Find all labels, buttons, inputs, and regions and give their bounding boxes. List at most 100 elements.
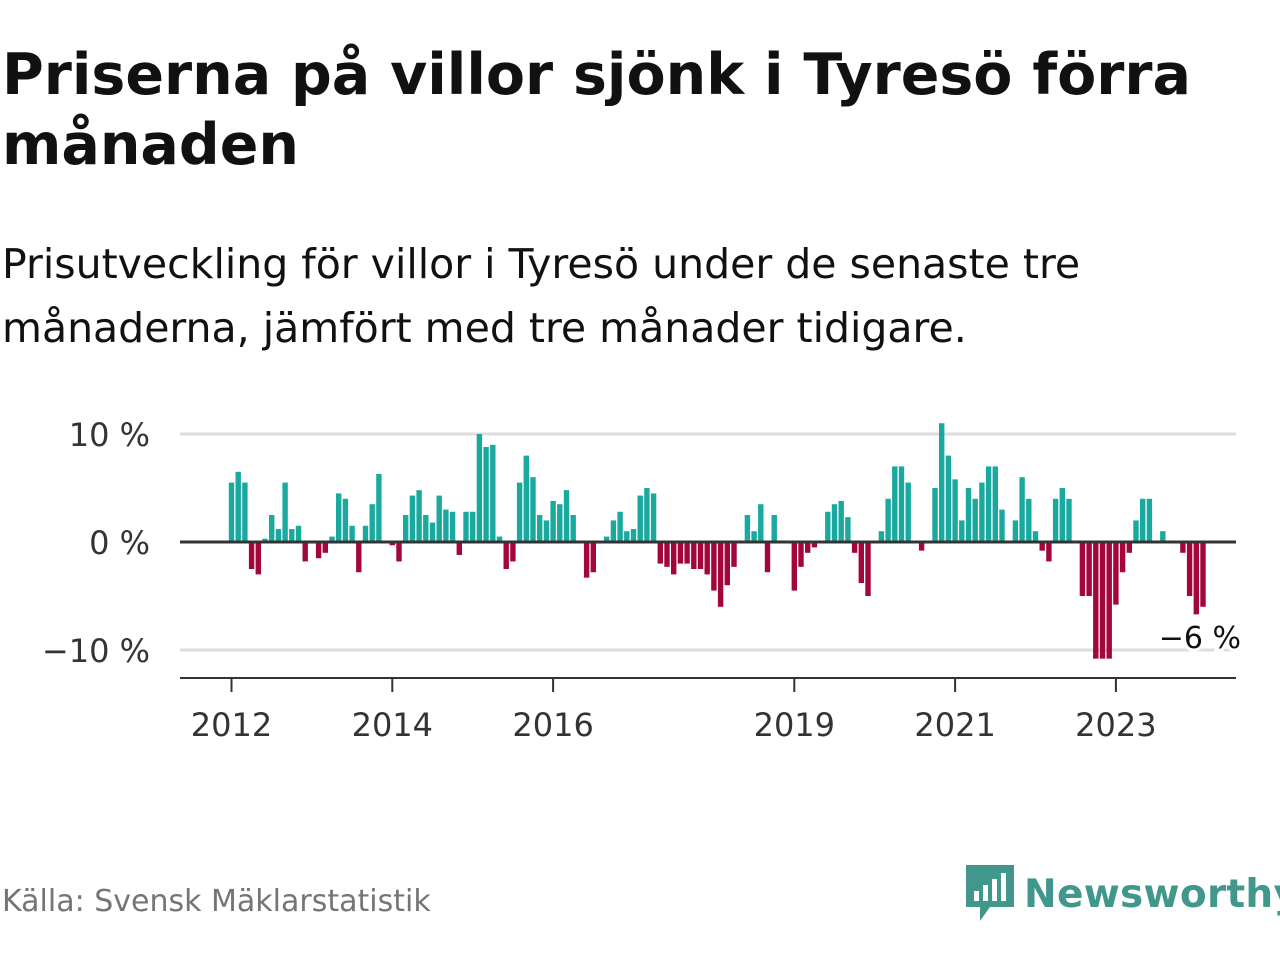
x-tick-label: 2012 [191, 706, 272, 744]
y-tick-label: 10 % [69, 416, 150, 454]
bar [945, 455, 952, 542]
bar [403, 515, 409, 542]
bar [396, 542, 402, 562]
bar [282, 482, 288, 542]
bar [892, 466, 898, 542]
bar [1186, 542, 1193, 596]
bar [1133, 520, 1139, 542]
bar [711, 542, 717, 591]
bar [1066, 498, 1072, 542]
bar [865, 542, 871, 596]
bar [557, 504, 563, 542]
brand-logo[interactable]: Newsworthy [964, 862, 1280, 926]
bar [1106, 542, 1112, 659]
bar [918, 542, 925, 551]
bar [516, 482, 523, 542]
bar [242, 482, 248, 542]
bar [537, 515, 543, 542]
bar [724, 542, 730, 586]
bar [302, 542, 308, 562]
x-tick-label: 2021 [914, 706, 995, 744]
y-tick-label: −10 % [42, 632, 150, 670]
bar [490, 444, 496, 542]
bar [704, 542, 710, 575]
bar [550, 500, 556, 542]
bar [1113, 542, 1119, 605]
x-tick-label: 2023 [1075, 706, 1156, 744]
bar [269, 515, 275, 542]
bar [1119, 542, 1126, 573]
bar [295, 525, 302, 542]
bar [825, 511, 831, 542]
chart-title: Priserna på villor sjönk i Tyresö förra … [2, 42, 1191, 178]
axes: 10 % 0 % −10 % 2012 2014 2016 2019 2021 2023 [42, 416, 1236, 744]
bar [476, 434, 483, 542]
bar [758, 504, 764, 542]
bar [851, 542, 858, 553]
bar [1146, 498, 1153, 542]
bar [878, 531, 885, 542]
newsworthy-logo-icon [966, 865, 1014, 921]
bar [510, 542, 516, 562]
brand-name: Newsworthy [1024, 871, 1280, 917]
bar [255, 542, 261, 575]
bar [898, 466, 905, 542]
bar [349, 525, 355, 542]
bar [583, 542, 590, 578]
bar [228, 482, 235, 542]
annotations: −6 % [1156, 618, 1244, 659]
chart-subtitle: Prisutveckling för villor i Tyresö under… [2, 240, 1081, 352]
bar [543, 520, 550, 542]
bar [315, 542, 322, 559]
bar [992, 466, 998, 542]
bar [389, 542, 395, 546]
bar [362, 525, 369, 542]
bar [483, 446, 489, 542]
bar [322, 542, 328, 553]
bar [885, 498, 891, 542]
bar [650, 493, 657, 542]
price-change-bar-chart: 10 % 0 % −10 % 2012 2014 2016 2019 2021 2023 −6 … [42, 416, 1244, 744]
bar [744, 515, 751, 542]
gridlines [180, 432, 1236, 652]
bar [356, 542, 362, 573]
bar [248, 542, 255, 569]
bar [617, 511, 623, 542]
bar [939, 423, 945, 542]
bar [570, 515, 576, 542]
bar [376, 473, 382, 542]
bar [671, 542, 677, 575]
bar [624, 531, 630, 542]
y-tick-label: 0 % [89, 524, 150, 562]
bar [1039, 542, 1045, 551]
bar [932, 488, 938, 542]
bar [1046, 542, 1052, 562]
bar [503, 542, 509, 569]
bar [456, 542, 462, 555]
bar [798, 542, 804, 567]
bar [1059, 488, 1065, 542]
last-value-label: −6 % [1159, 621, 1241, 656]
bar-series [228, 423, 1206, 659]
bar [979, 482, 985, 542]
bar [369, 504, 375, 542]
bar [858, 542, 864, 584]
bar [1032, 531, 1039, 542]
bar [590, 542, 596, 573]
bar [342, 498, 349, 542]
bar [336, 493, 342, 542]
bar [523, 455, 529, 542]
bar [329, 536, 335, 542]
bar [1160, 531, 1166, 542]
bar [630, 529, 637, 542]
bar [637, 495, 643, 542]
bar [972, 498, 978, 542]
bar [1200, 542, 1206, 607]
bar [463, 511, 469, 542]
bar [563, 490, 570, 542]
bar [751, 531, 757, 542]
bar [604, 536, 610, 542]
bar [952, 479, 958, 542]
bar [470, 511, 476, 542]
bar [697, 542, 704, 569]
